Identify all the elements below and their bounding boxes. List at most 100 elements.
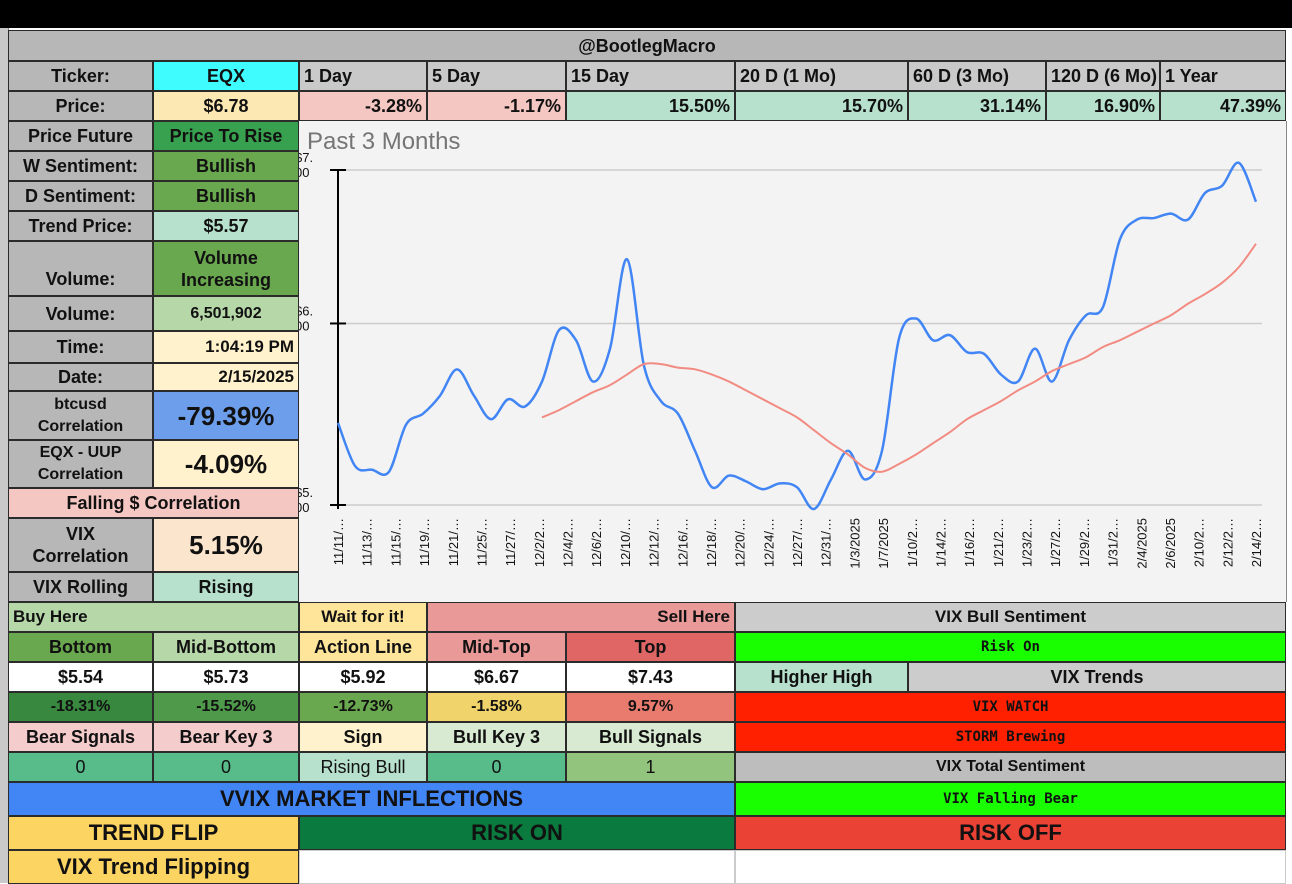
level-mid-bottom-price: $5.73 [153,662,299,692]
date-value: 2/15/2025 [153,363,299,391]
x-tick-label: 2/6/2025 [1163,518,1178,569]
vix-total-sentiment-value: VIX Falling Bear [735,782,1286,816]
vix-trends-label: VIX Trends [908,662,1286,692]
volume-trend-value: Volume Increasing [153,241,299,296]
higher-high: Higher High [735,662,908,692]
bear-key-3-header: Bear Key 3 [153,722,299,752]
x-tick-label: 11/15/… [388,518,403,566]
x-tick-label: 1/31/2… [1106,518,1121,567]
chart-title: Past 3 Months [307,128,460,155]
vix-rolling-label: VIX Rolling [8,572,153,602]
x-tick-label: 12/18/… [704,518,719,567]
level-bottom-pct: -18.31% [8,692,153,722]
level-bottom-price: $5.54 [8,662,153,692]
level-mid-bottom-header: Mid-Bottom [153,632,299,662]
x-tick-label: 11/13/… [360,518,375,566]
d-sentiment-label: D Sentiment: [8,181,153,211]
uup-correlation-label: EQX - UUP Correlation [8,440,153,488]
price-line [336,161,1258,511]
buy-here-label: Buy Here [8,602,299,632]
change-20-day: 15.70% [735,91,908,121]
w-sentiment-value: Bullish [153,151,299,181]
vix-correlation-label: VIX Correlation [8,518,153,572]
bull-signals-value: 1 [566,752,735,782]
y-tick-label-part: 00 [299,165,309,180]
level-mid-bottom-pct: -15.52% [153,692,299,722]
x-tick-label: 11/19/… [417,518,432,566]
btc-correlation-value: -79.39% [153,391,299,440]
x-tick-label: 2/12/2… [1220,518,1235,567]
time-label: Time: [8,331,153,363]
risk-on-status: RISK ON [299,816,735,850]
change-120-day: 16.90% [1046,91,1160,121]
falling-dollar-correlation: Falling $ Correlation [8,488,299,518]
vvix-title: VVIX MARKET INFLECTIONS [8,782,735,816]
period-15-day: 15 Day [566,61,735,91]
bull-signals-header: Bull Signals [566,722,735,752]
period-120-day: 120 D (6 Mo) [1046,61,1160,91]
trend-price-value: $5.57 [153,211,299,241]
x-tick-label: 12/20/… [733,518,748,567]
level-top-pct: 9.57% [566,692,735,722]
y-tick-label-part: $7. [299,150,313,165]
date-label: Date: [8,363,153,391]
price-chart: Past 3 Months $7.00$6.00$5.00 11/11/…11/… [299,121,1287,602]
bull-key-3-header: Bull Key 3 [427,722,566,752]
x-tick-label: 1/10/2… [905,518,920,567]
x-tick-label: 12/27/… [790,518,805,567]
sheet-title: @BootlegMacro [8,30,1286,61]
vix-trend-flipping: VIX Trend Flipping [8,850,299,884]
x-tick-label: 12/6/2… [589,518,604,567]
bear-key-3-value: 0 [153,752,299,782]
x-tick-label: 1/23/2… [1020,518,1035,567]
change-60-day: 31.14% [908,91,1046,121]
level-bottom-header: Bottom [8,632,153,662]
period-1-year: 1 Year [1160,61,1286,91]
sign-value: Rising Bull [299,752,427,782]
y-tick-label-part: $5. [299,485,313,500]
level-mid-top-pct: -1.58% [427,692,566,722]
bear-signals-value: 0 [8,752,153,782]
x-tick-label: 1/7/2025 [876,518,891,569]
price-future-label: Price Future [8,121,153,151]
volume-trend-label: Volume: [8,241,153,296]
x-tick-label: 1/29/2… [1077,518,1092,567]
time-value: 1:04:19 PM [153,331,299,363]
x-tick-label: 12/31/… [819,518,834,567]
x-tick-label: 1/16/2… [962,518,977,567]
bull-key-3-value: 0 [427,752,566,782]
y-tick-label: $6.00 [299,303,313,333]
y-tick-label: $7.00 [299,150,313,180]
x-tick-label: 12/10/… [618,518,633,567]
vix-bull-sentiment-label: VIX Bull Sentiment [735,602,1286,632]
level-action-line-pct: -12.73% [299,692,427,722]
x-tick-label: 12/24/… [761,518,776,567]
x-tick-label: 2/4/2025 [1134,518,1149,569]
trend-price-label: Trend Price: [8,211,153,241]
x-tick-label: 2/14/2… [1249,518,1264,567]
x-tick-label: 12/16/… [675,518,690,567]
storm-brewing: STORM Brewing [735,722,1286,752]
y-tick-label: $5.00 [299,485,313,515]
level-action-line-price: $5.92 [299,662,427,692]
empty-cell [735,850,1286,884]
ticker-value[interactable]: EQX [153,61,299,91]
x-tick-label: 11/27/… [503,518,518,566]
sign-header: Sign [299,722,427,752]
change-1-year: 47.39% [1160,91,1286,121]
change-15-day: 15.50% [566,91,735,121]
x-tick-label: 11/21/… [446,518,461,566]
vix-watch: VIX WATCH [735,692,1286,722]
price-chart-svg: Past 3 Months $7.00$6.00$5.00 11/11/…11/… [299,128,1264,569]
period-5-day: 5 Day [427,61,566,91]
wait-label: Wait for it! [299,602,427,632]
btc-correlation-label: btcusd Correlation [8,391,153,440]
y-tick-label-part: 00 [299,318,309,333]
x-tick-label: 1/3/2025 [847,518,862,569]
bear-signals-header: Bear Signals [8,722,153,752]
trend-line [541,243,1257,473]
w-sentiment-label: W Sentiment: [8,151,153,181]
x-tick-label: 12/4/2… [561,518,576,567]
x-tick-label: 12/12/… [647,518,662,567]
x-tick-label: 12/2/2… [532,518,547,567]
